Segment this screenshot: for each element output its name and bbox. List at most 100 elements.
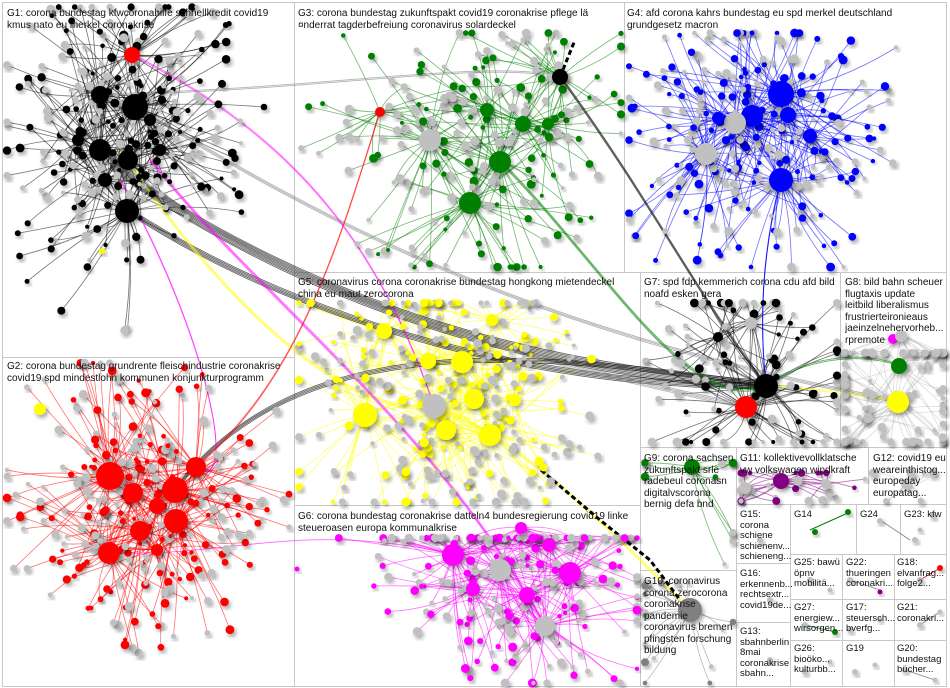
node-g2 [170,633,177,639]
node-g2 [84,512,92,521]
node-g6 [562,610,568,615]
node-g5 [431,473,438,480]
node-g2 [161,433,167,439]
node-g4 [721,136,731,145]
edge-g6 [452,554,466,669]
node-g2 [112,447,119,454]
node-g2 [126,390,134,398]
group-box-g26 [790,640,843,687]
node-g5 [399,350,408,358]
hub-node-g4 [695,143,717,165]
node-g5 [333,385,339,391]
node-g5 [423,466,432,475]
node-g3 [483,95,489,101]
node-g10 [729,618,737,626]
node-g7 [800,328,807,336]
node-g12 [917,497,925,505]
node-g1 [232,187,237,192]
node-g1 [165,55,174,64]
hub-node-g7 [745,317,757,329]
node-g1 [89,177,96,184]
node-g1 [222,22,229,28]
node-g7 [790,312,796,317]
node-g3 [488,177,496,186]
node-g7 [834,407,840,414]
node-g2 [192,499,200,507]
node-g5 [494,385,500,391]
node-g5 [365,322,374,331]
node-g5 [485,372,490,378]
node-g4 [789,54,799,64]
node-g6 [523,640,528,645]
node-g21 [917,622,923,628]
bridge-edge [762,177,782,384]
node-g2 [217,513,226,522]
node-g5 [401,364,406,370]
node-g4 [736,159,741,164]
node-g1 [177,74,184,81]
node-g5 [455,441,461,447]
node-g6 [505,612,514,621]
node-g2 [285,490,293,498]
hub-node-g8 [895,330,907,342]
node-g7 [766,353,772,360]
node-g5 [383,424,391,432]
edge-g2 [50,530,141,596]
node-g7 [832,397,842,407]
node-g1 [120,326,129,335]
node-g3 [537,75,546,83]
bridge-edge [109,164,767,387]
node-g3 [543,46,550,53]
node-g5 [417,329,424,336]
node-g6 [632,605,642,615]
node-g3 [531,177,537,183]
node-g3 [354,241,360,247]
node-g1 [148,164,154,171]
node-g6 [493,553,500,560]
node-g5 [594,452,602,460]
node-g4 [820,108,826,114]
node-g1 [66,48,74,55]
node-g6 [495,643,501,650]
node-g5 [404,299,412,307]
node-g6 [522,642,529,650]
node-g1 [47,245,55,253]
node-g3 [568,171,576,178]
node-g1 [114,85,120,90]
node-g4 [667,91,672,97]
group-box-g7 [640,272,841,448]
node-g4 [764,143,773,152]
node-g6 [611,534,620,542]
node-g2 [91,360,96,366]
node-g2 [156,561,166,571]
node-g2 [254,519,262,527]
node-g6 [460,664,470,673]
node-g3 [483,47,491,55]
node-g2 [175,457,183,465]
node-g2 [147,441,153,448]
node-g6 [374,553,382,560]
node-g5 [522,299,530,307]
node-g4 [743,90,752,99]
node-g1 [144,19,151,26]
node-g5 [442,327,447,332]
node-g8 [917,365,924,371]
node-g6 [551,566,559,575]
node-g7 [738,355,743,360]
node-g8 [932,428,937,433]
node-g1 [61,190,66,195]
bridge-edge [765,356,900,386]
node-g1 [99,248,105,254]
node-g2 [182,543,188,548]
node-g3 [419,117,428,126]
edge-g5 [333,341,429,362]
node-g1 [104,201,112,209]
edge-g2 [156,490,233,551]
node-g2 [222,545,231,554]
node-g4 [739,86,747,93]
node-g1 [96,28,103,35]
node-g4 [821,148,829,156]
node-g5 [354,373,360,379]
node-g1 [197,78,203,84]
